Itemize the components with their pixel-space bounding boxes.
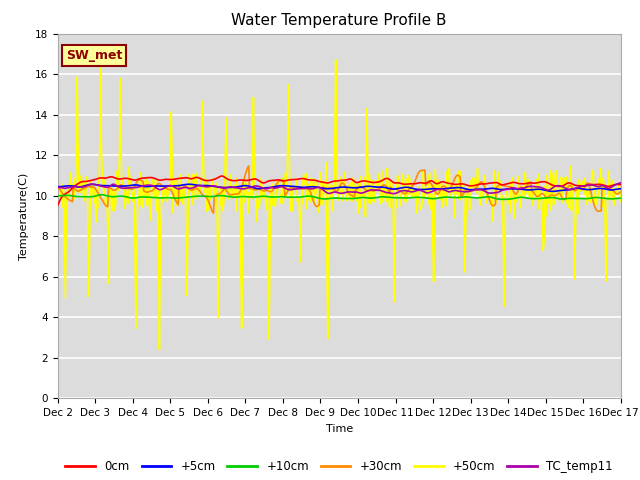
Legend: 0cm, +5cm, +10cm, +30cm, +50cm, TC_temp11: 0cm, +5cm, +10cm, +30cm, +50cm, TC_temp1… — [61, 456, 618, 478]
Y-axis label: Temperature(C): Temperature(C) — [19, 172, 29, 260]
X-axis label: Time: Time — [326, 424, 353, 433]
Title: Water Temperature Profile B: Water Temperature Profile B — [232, 13, 447, 28]
Text: SW_met: SW_met — [66, 49, 122, 62]
